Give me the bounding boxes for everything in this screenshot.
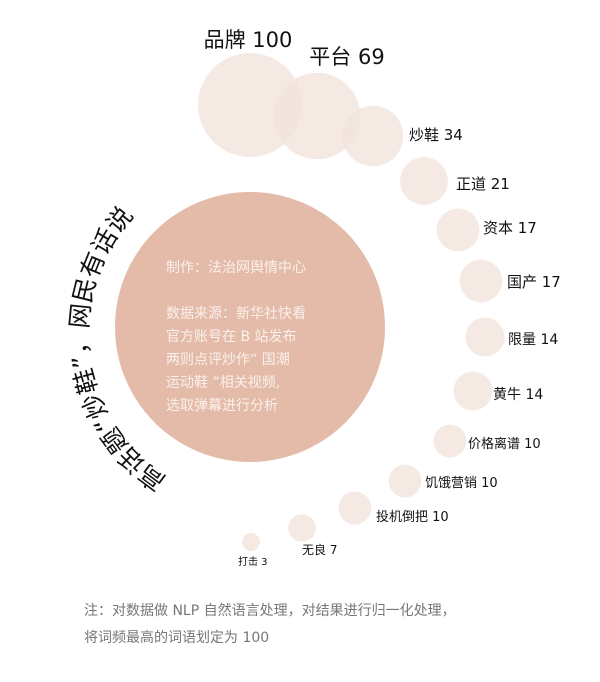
bubble-label: 价格离谱 10 bbox=[468, 436, 541, 452]
bubble-label: 正道 21 bbox=[456, 175, 510, 193]
footnote-line: 注：对数据做 NLP 自然语言处理，对结果进行归一化处理， bbox=[84, 603, 456, 619]
bubble-label: 资本 17 bbox=[483, 219, 537, 237]
source-line: 运动鞋 ”相关视频, bbox=[166, 375, 281, 391]
center-circle bbox=[115, 192, 385, 462]
bubble-label: 平台 69 bbox=[309, 45, 384, 69]
bubble-黄牛 bbox=[453, 371, 493, 411]
bubble-label: 打击 3 bbox=[238, 555, 268, 568]
source-line: 数据来源：新华社快看 bbox=[166, 306, 306, 322]
bubble-正道 bbox=[400, 157, 448, 205]
bubble-限量 bbox=[465, 317, 505, 357]
footnote-line: 将词频最高的词语划定为 100 bbox=[84, 630, 270, 646]
source-line: 选取弹幕进行分析 bbox=[166, 398, 278, 414]
bubble-label: 品牌 100 bbox=[204, 28, 293, 52]
source-line: 官方账号在 B 站发布 bbox=[166, 329, 297, 345]
bubble-平台 bbox=[273, 72, 361, 160]
bubble-品牌 bbox=[198, 53, 302, 157]
bubble-国产 bbox=[459, 259, 503, 303]
bubble-label: 饥饿营销 10 bbox=[425, 476, 498, 491]
source-line: 两则点评炒作“ 国潮 bbox=[166, 352, 290, 368]
bubble-饥饿营销 bbox=[388, 464, 422, 498]
bubble-价格离谱 bbox=[433, 424, 467, 458]
bubble-打击 bbox=[241, 532, 261, 552]
bubble-炒鞋 bbox=[342, 105, 404, 167]
bubble-label: 炒鞋 34 bbox=[409, 126, 463, 144]
bubble-投机倒把 bbox=[338, 491, 372, 525]
footnote: 注：对数据做 NLP 自然语言处理，对结果进行归一化处理， 将词频最高的词语划定… bbox=[84, 598, 564, 652]
producer-text: 制作：法治网舆情中心 bbox=[166, 260, 306, 276]
bubble-资本 bbox=[436, 208, 480, 252]
bubble-label: 限量 14 bbox=[508, 332, 558, 348]
bubble-label: 投机倒把 10 bbox=[376, 509, 449, 525]
bubble-label: 国产 17 bbox=[507, 273, 561, 291]
bubble-label: 无良 7 bbox=[302, 542, 337, 557]
bubble-无良 bbox=[288, 514, 316, 542]
bubble-label: 黄牛 14 bbox=[493, 386, 543, 403]
center-info: 制作：法治网舆情中心 数据来源：新华社快看 官方账号在 B 站发布 两则点评炒作… bbox=[166, 257, 356, 418]
